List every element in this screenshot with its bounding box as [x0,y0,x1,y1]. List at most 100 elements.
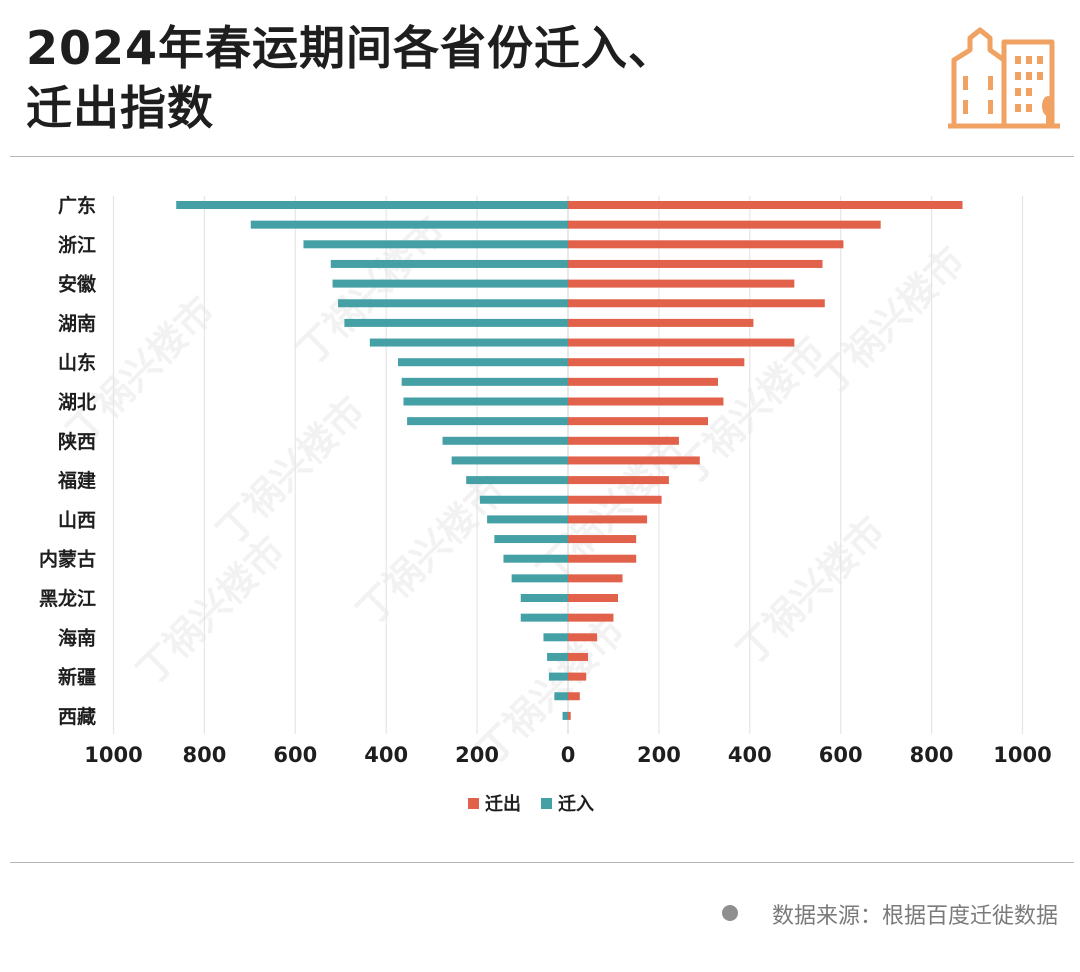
category-label: 山东 [58,351,96,374]
legend: 迁出 迁入 [468,793,594,815]
bar-out [568,201,963,209]
bar-in [520,613,568,622]
bar-out [568,672,587,681]
bar-in [503,554,568,563]
bar-out [568,554,637,563]
x-tick-label: 800 [910,743,954,767]
category-label: 西藏 [58,705,96,728]
legend-swatch-in [541,798,552,809]
bar-in [330,259,568,268]
category-label: 海南 [58,626,96,649]
category-label: 黑龙江 [39,587,96,610]
bar-in [398,358,568,367]
bar-out [568,377,718,386]
bar-out [568,515,648,524]
watermark-text: 丁祸兴楼市 [808,238,973,403]
x-tick-label: 0 [561,743,576,767]
category-label: 湖北 [58,392,96,414]
bar-in [511,574,568,583]
bar-in [494,535,568,544]
bar-in [407,417,568,426]
bar-in [176,201,568,209]
bar-in [403,397,568,406]
bar-in [547,652,568,661]
bar-in [548,672,568,681]
bar-in [250,220,568,229]
bar-in [442,436,568,445]
bar-out [568,220,881,229]
bar-in [338,299,568,308]
bar-out [568,417,708,426]
category-label: 山西 [58,509,96,531]
bar-in [520,594,568,602]
bar-out [568,318,754,327]
bar-in [479,495,568,504]
bar-in [401,377,568,386]
bar-out [568,338,795,347]
bar-out [568,574,623,583]
category-label: 福建 [57,469,96,492]
title-line-1: 2024年春运期间各省份迁入、 [26,21,676,75]
category-label: 内蒙古 [39,548,96,571]
x-tick-label: 400 [728,743,772,767]
bar-out [568,495,662,504]
footer-divider [10,862,1074,863]
bullet-dot-icon [721,905,738,921]
source-text: 数据来源：根据百度迁徙数据 [771,904,1058,929]
bar-out [568,299,825,308]
bar-out [568,594,618,602]
bar-out [568,397,724,406]
x-tick-label: 400 [364,743,408,767]
city-buildings-icon [948,27,1060,129]
bar-out [568,240,844,249]
bar-in [487,515,568,524]
bar-out [568,711,571,720]
title-divider [10,156,1074,157]
x-tick-label: 600 [273,743,317,767]
watermark-text: 丁祸兴楼市 [128,528,293,693]
x-tick-label: 800 [182,743,226,767]
bar-out [568,358,745,367]
legend-label-out: 迁出 [485,793,521,815]
x-tick-label: 200 [637,743,681,767]
category-label: 湖南 [58,313,96,335]
bar-in [451,456,568,465]
bar-out [568,456,700,465]
bar-out [568,259,823,268]
bar-in [332,279,568,288]
watermark-text: 丁祸兴楼市 [668,328,833,493]
page-title: 2024年春运期间各省份迁入、 迁出指数 [26,18,675,138]
bar-in [303,240,568,249]
category-label: 广东 [58,194,96,217]
bar-out [568,476,669,485]
bar-in [466,476,568,485]
x-tick-label: 200 [455,743,499,767]
source-note: 数据来源：根据百度迁徙数据 [0,898,1058,930]
bar-layer [176,201,963,720]
title-line-2: 迁出指数 [26,81,214,135]
bar-out [568,436,679,445]
bar-in [554,692,568,701]
bar-out [568,692,580,701]
x-tick-label: 1000 [993,743,1051,767]
watermark-text: 丁祸兴楼市 [728,508,893,673]
bar-out [568,613,614,622]
category-label: 陕西 [58,430,96,453]
bar-in [369,338,568,347]
category-label: 浙江 [58,233,96,256]
legend-label-in: 迁入 [558,794,594,815]
bar-out [568,535,637,544]
x-tick-label: 1000 [84,743,142,767]
watermark-text: 丁祸兴楼市 [348,468,513,633]
x-tick-label: 600 [819,743,863,767]
x-tick-labels: 1000 800 600 400 200 0 200 400 600 800 1000 [84,743,1051,767]
watermark-text: 丁祸兴楼市 [528,428,693,593]
bar-out [568,633,598,642]
category-label: 安徽 [58,273,97,296]
bar-out [568,279,795,288]
bar-in [562,711,568,720]
watermark-text: 丁祸兴楼市 [288,208,453,373]
